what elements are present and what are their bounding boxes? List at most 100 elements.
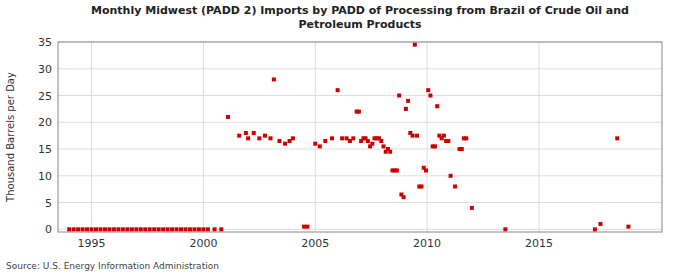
point — [379, 139, 383, 143]
y-tick-label: 25 — [38, 90, 52, 103]
point — [402, 195, 406, 199]
point — [206, 227, 210, 231]
point — [188, 227, 192, 231]
point — [170, 227, 174, 231]
point — [433, 144, 437, 148]
y-tick-label: 35 — [38, 36, 52, 49]
point — [330, 136, 334, 140]
point — [94, 227, 98, 231]
point — [148, 227, 152, 231]
grid-line-x — [427, 42, 428, 232]
point — [460, 147, 464, 151]
point — [277, 139, 281, 143]
point — [420, 185, 424, 189]
point — [192, 227, 196, 231]
point — [442, 134, 446, 138]
point — [406, 99, 410, 103]
grid-line-y — [58, 95, 662, 96]
point — [72, 227, 76, 231]
point — [404, 107, 408, 111]
point — [435, 104, 439, 108]
title: Monthly Midwest (PADD 2) Imports by PADD… — [91, 4, 629, 31]
point — [283, 142, 287, 146]
point — [130, 227, 134, 231]
point — [252, 131, 256, 135]
point — [85, 227, 89, 231]
x-tick-label: 2005 — [301, 237, 329, 250]
point — [226, 115, 230, 119]
x-tick-label: 2000 — [189, 237, 217, 250]
grid-line-x — [315, 42, 316, 232]
point — [351, 136, 355, 140]
point — [125, 227, 129, 231]
point — [381, 144, 385, 148]
y-tick-label: 0 — [45, 223, 52, 236]
point — [112, 227, 116, 231]
point — [323, 139, 327, 143]
point — [175, 227, 179, 231]
grid-line-y — [58, 202, 662, 203]
point — [81, 227, 85, 231]
point — [626, 225, 630, 229]
grid-line-y — [58, 149, 662, 150]
point — [291, 136, 295, 140]
point — [453, 185, 457, 189]
point — [397, 94, 401, 98]
point — [593, 227, 597, 231]
point — [184, 227, 188, 231]
point — [157, 227, 161, 231]
points — [67, 43, 630, 232]
x-tick-label: 2010 — [413, 237, 441, 250]
source: Source: U.S. Energy Information Administ… — [6, 261, 219, 271]
point — [615, 136, 619, 140]
title-line: Monthly Midwest (PADD 2) Imports by PADD… — [91, 4, 629, 17]
grid-line-x — [538, 42, 539, 232]
y-tick-label: 20 — [38, 116, 52, 129]
point — [395, 168, 399, 172]
point — [121, 227, 125, 231]
grid-line-y — [58, 68, 662, 69]
point — [598, 222, 602, 226]
point — [424, 168, 428, 172]
point — [411, 134, 415, 138]
point — [107, 227, 111, 231]
point — [161, 227, 165, 231]
point — [152, 227, 156, 231]
plot-frame — [58, 42, 662, 232]
point — [413, 43, 417, 47]
point — [305, 225, 309, 229]
y-tick-label: 10 — [38, 170, 52, 183]
title-line: Petroleum Products — [298, 18, 422, 31]
point — [244, 131, 248, 135]
point — [428, 94, 432, 98]
point — [246, 136, 250, 140]
point — [370, 142, 374, 146]
point — [103, 227, 107, 231]
point — [446, 139, 450, 143]
point — [449, 174, 453, 178]
point — [213, 227, 217, 231]
point — [426, 88, 430, 92]
point — [269, 136, 273, 140]
x-tick-label: 2015 — [525, 237, 553, 250]
point — [166, 227, 170, 231]
grid-line-y — [58, 122, 662, 123]
point — [336, 88, 340, 92]
y-tick-label: 15 — [38, 143, 52, 156]
point — [357, 110, 361, 114]
point — [470, 206, 474, 210]
point — [143, 227, 147, 231]
point — [313, 142, 317, 146]
grid-line-x — [91, 42, 92, 232]
point — [134, 227, 138, 231]
point — [76, 227, 80, 231]
chart: Monthly Midwest (PADD 2) Imports by PADD… — [0, 0, 675, 275]
grid-line-y — [58, 175, 662, 176]
y-tick-label: 5 — [45, 197, 52, 210]
y-tick-label: 30 — [38, 63, 52, 76]
grid — [58, 42, 662, 232]
point — [179, 227, 183, 231]
point — [272, 77, 276, 81]
point — [388, 150, 392, 154]
point — [415, 134, 419, 138]
